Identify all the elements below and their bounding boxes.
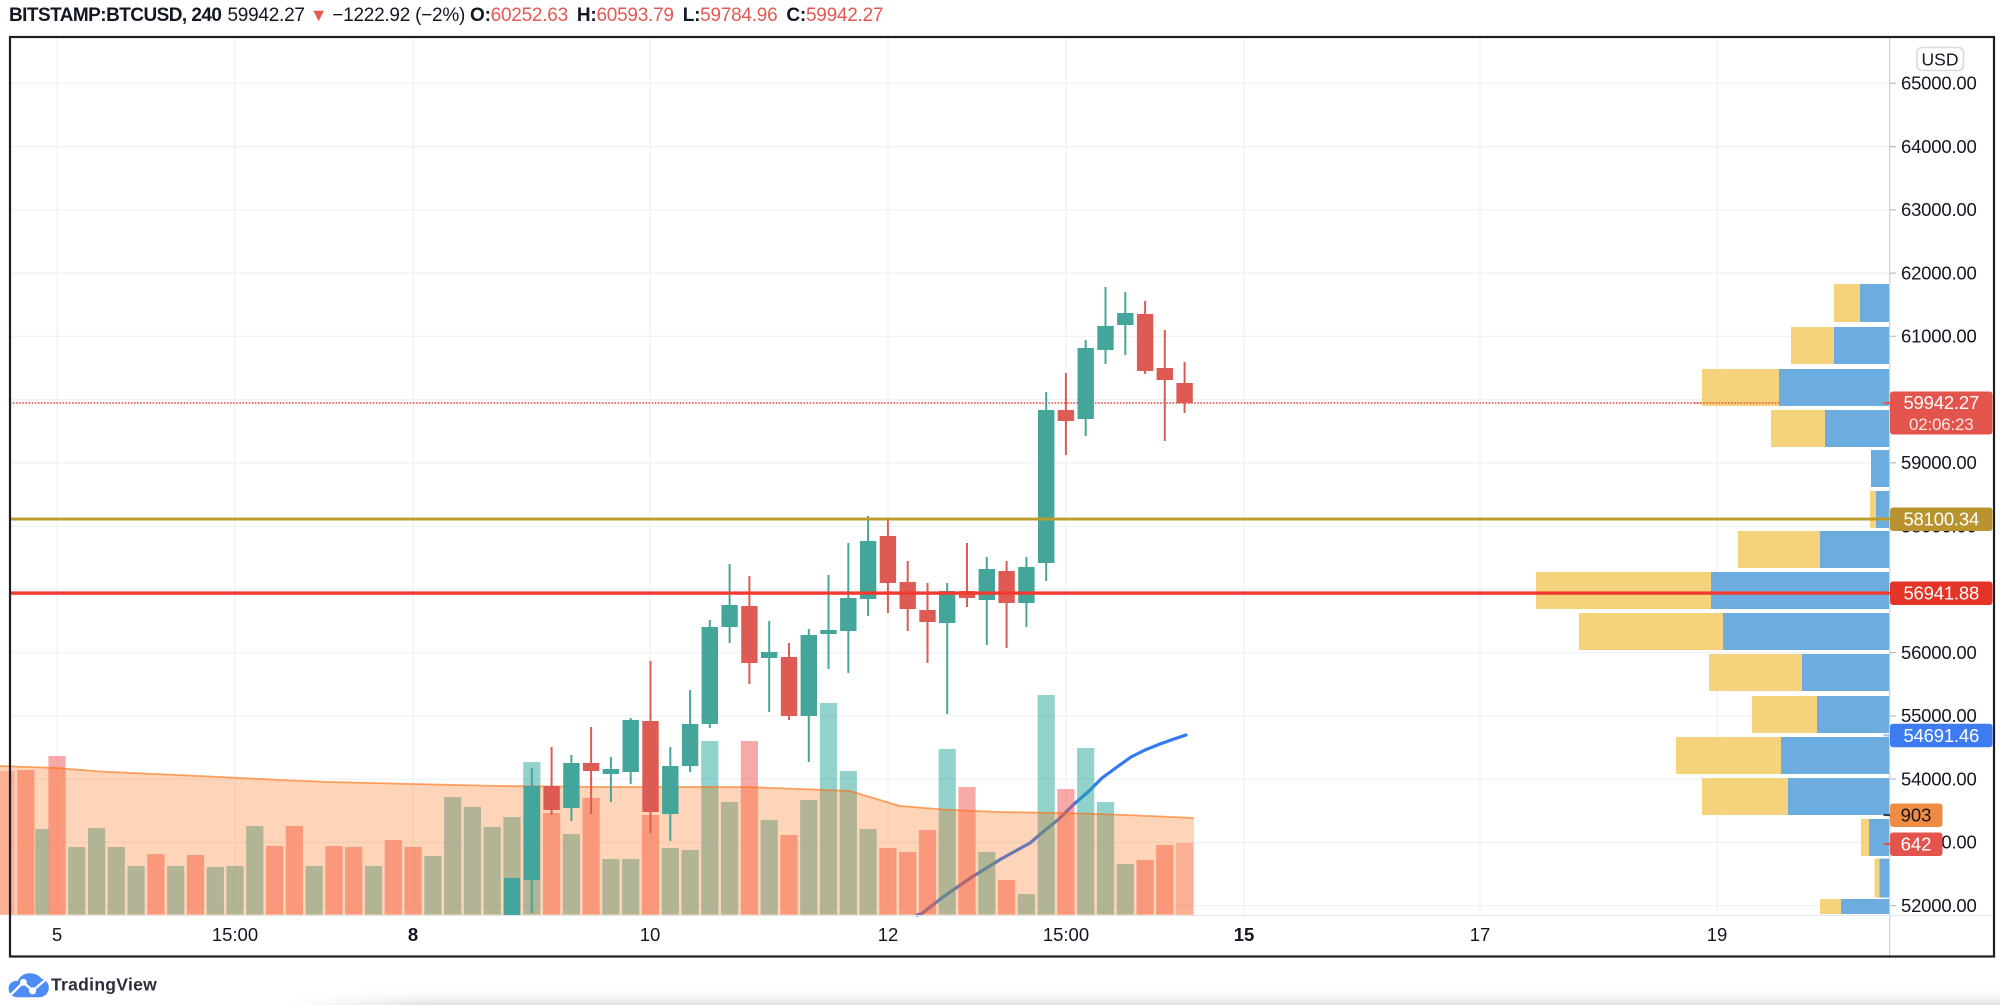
svg-text:56941.88: 56941.88	[1903, 583, 1979, 604]
svg-text:8: 8	[408, 924, 418, 945]
svg-text:65000.00: 65000.00	[1901, 73, 1977, 94]
svg-text:55000.00: 55000.00	[1901, 705, 1977, 726]
svg-text:52000.00: 52000.00	[1901, 895, 1977, 916]
svg-text:64000.00: 64000.00	[1901, 136, 1977, 157]
svg-text:19: 19	[1707, 924, 1728, 945]
svg-text:02:06:23: 02:06:23	[1909, 415, 1974, 434]
svg-text:61000.00: 61000.00	[1901, 326, 1977, 347]
svg-text:USD: USD	[1922, 49, 1959, 69]
svg-text:5: 5	[52, 924, 62, 945]
svg-text:TradingView: TradingView	[51, 975, 157, 995]
svg-text:10: 10	[640, 924, 661, 945]
svg-text:58100.34: 58100.34	[1903, 509, 1979, 530]
svg-text:15:00: 15:00	[212, 924, 258, 945]
svg-text:54691.46: 54691.46	[1903, 725, 1979, 746]
svg-text:642: 642	[1901, 834, 1932, 855]
svg-text:56000.00: 56000.00	[1901, 642, 1977, 663]
svg-text:15: 15	[1234, 924, 1255, 945]
svg-text:54000.00: 54000.00	[1901, 768, 1977, 789]
svg-text:63000.00: 63000.00	[1901, 199, 1977, 220]
svg-text:903: 903	[1901, 805, 1932, 826]
svg-text:12: 12	[878, 924, 899, 945]
svg-text:15:00: 15:00	[1043, 924, 1089, 945]
svg-text:62000.00: 62000.00	[1901, 262, 1977, 283]
svg-text:17: 17	[1470, 924, 1491, 945]
svg-text:59000.00: 59000.00	[1901, 452, 1977, 473]
svg-text:59942.27: 59942.27	[1903, 392, 1979, 413]
